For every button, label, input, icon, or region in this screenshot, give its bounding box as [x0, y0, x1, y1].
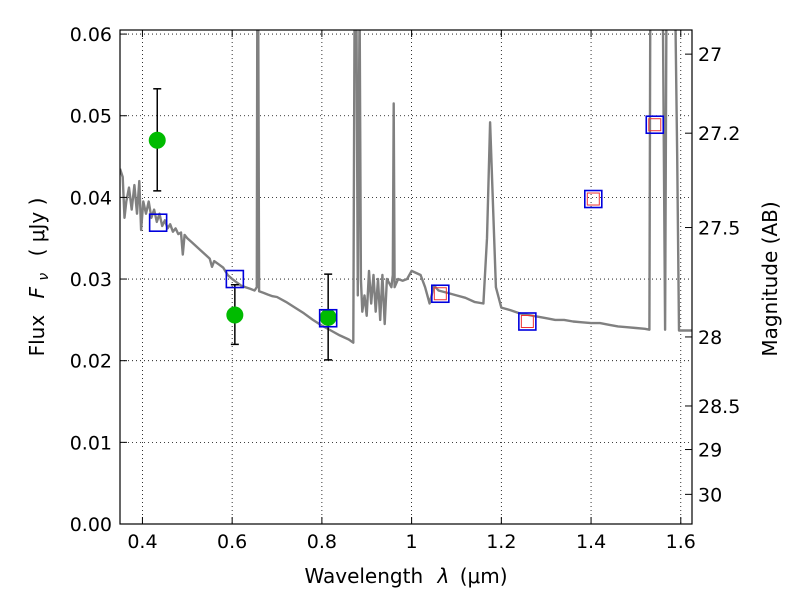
y-axis-label-symbol: F — [25, 286, 49, 298]
x-tick-label: 1 — [406, 531, 418, 553]
y-tick-label: 0.06 — [70, 24, 112, 46]
magnitude-axis-label: Magnitude (AB) — [758, 201, 782, 356]
x-axis-ticks: 0.4 0.6 0.8 1 1.2 1.4 1.6 — [127, 30, 696, 553]
x-axis-label-text: Wavelength — [304, 564, 423, 588]
magnitude-tick-label: 27.2 — [698, 123, 740, 145]
grid — [120, 30, 692, 525]
y-tick-label: 0.03 — [70, 269, 112, 291]
magnitude-tick-label: 27.5 — [698, 218, 740, 240]
observed-point — [148, 131, 166, 149]
magnitude-tick-label: 28.5 — [698, 396, 740, 418]
model-photometry-square — [645, 115, 665, 135]
x-tick-label: 0.6 — [217, 531, 247, 553]
model-photometry-inner-square — [433, 287, 447, 301]
plot-frame — [119, 29, 693, 525]
observed-point — [319, 308, 337, 326]
model-photometry-square — [431, 284, 450, 304]
model-photometry-inner-square — [520, 315, 534, 329]
y-tick-label: 0.00 — [70, 514, 112, 536]
model-spectrum-line — [120, 30, 692, 344]
model-photometry-square — [225, 269, 245, 289]
magnitude-tick-label: 30 — [698, 484, 722, 506]
x-tick-label: 1.2 — [486, 531, 516, 553]
x-tick-label: 1.6 — [666, 531, 696, 553]
observed-errorbars — [153, 88, 333, 361]
y-tick-label: 0.02 — [70, 351, 112, 373]
y-axis-label-text: Flux — [25, 315, 49, 357]
y-axis-ticks: 0.00 0.01 0.02 0.03 0.04 0.05 0.06 — [70, 24, 127, 536]
x-tick-label: 0.4 — [127, 531, 157, 553]
y-tick-label: 0.01 — [70, 432, 112, 454]
x-axis-label-unit: (μm) — [460, 564, 508, 588]
model-photometry-square — [518, 312, 537, 331]
magnitude-tick-label: 28 — [698, 327, 722, 349]
model-photometry-square — [148, 213, 168, 233]
magnitude-tick-label: 29 — [698, 440, 722, 462]
magnitude-tick-label: 27 — [698, 44, 722, 66]
x-tick-label: 1.4 — [576, 531, 606, 553]
y-tick-label: 0.05 — [70, 106, 112, 128]
y-axis-label-subscript: ν — [36, 273, 52, 281]
model-photometry-square — [584, 189, 603, 209]
y-axis-label: Flux F ν ( μJy ) — [25, 198, 53, 357]
y-tick-label: 0.04 — [70, 187, 112, 209]
y-axis-label-unit: ( μJy ) — [25, 198, 49, 257]
magnitude-axis-ticks: 27 27.2 27.5 28 28.5 29 30 — [685, 44, 740, 506]
x-axis-label: Wavelength λ (μm) — [304, 564, 507, 588]
x-tick-label: 0.8 — [307, 531, 337, 553]
observed-points — [148, 131, 337, 326]
model-photometry-inner-square — [648, 118, 662, 132]
model-photometry-inner-square — [586, 192, 600, 206]
model-photometry-square — [318, 308, 338, 328]
x-axis-label-symbol: λ — [437, 564, 450, 588]
model-photometry-points — [148, 115, 665, 331]
observed-point — [226, 306, 244, 324]
model-spectrum — [120, 30, 692, 344]
